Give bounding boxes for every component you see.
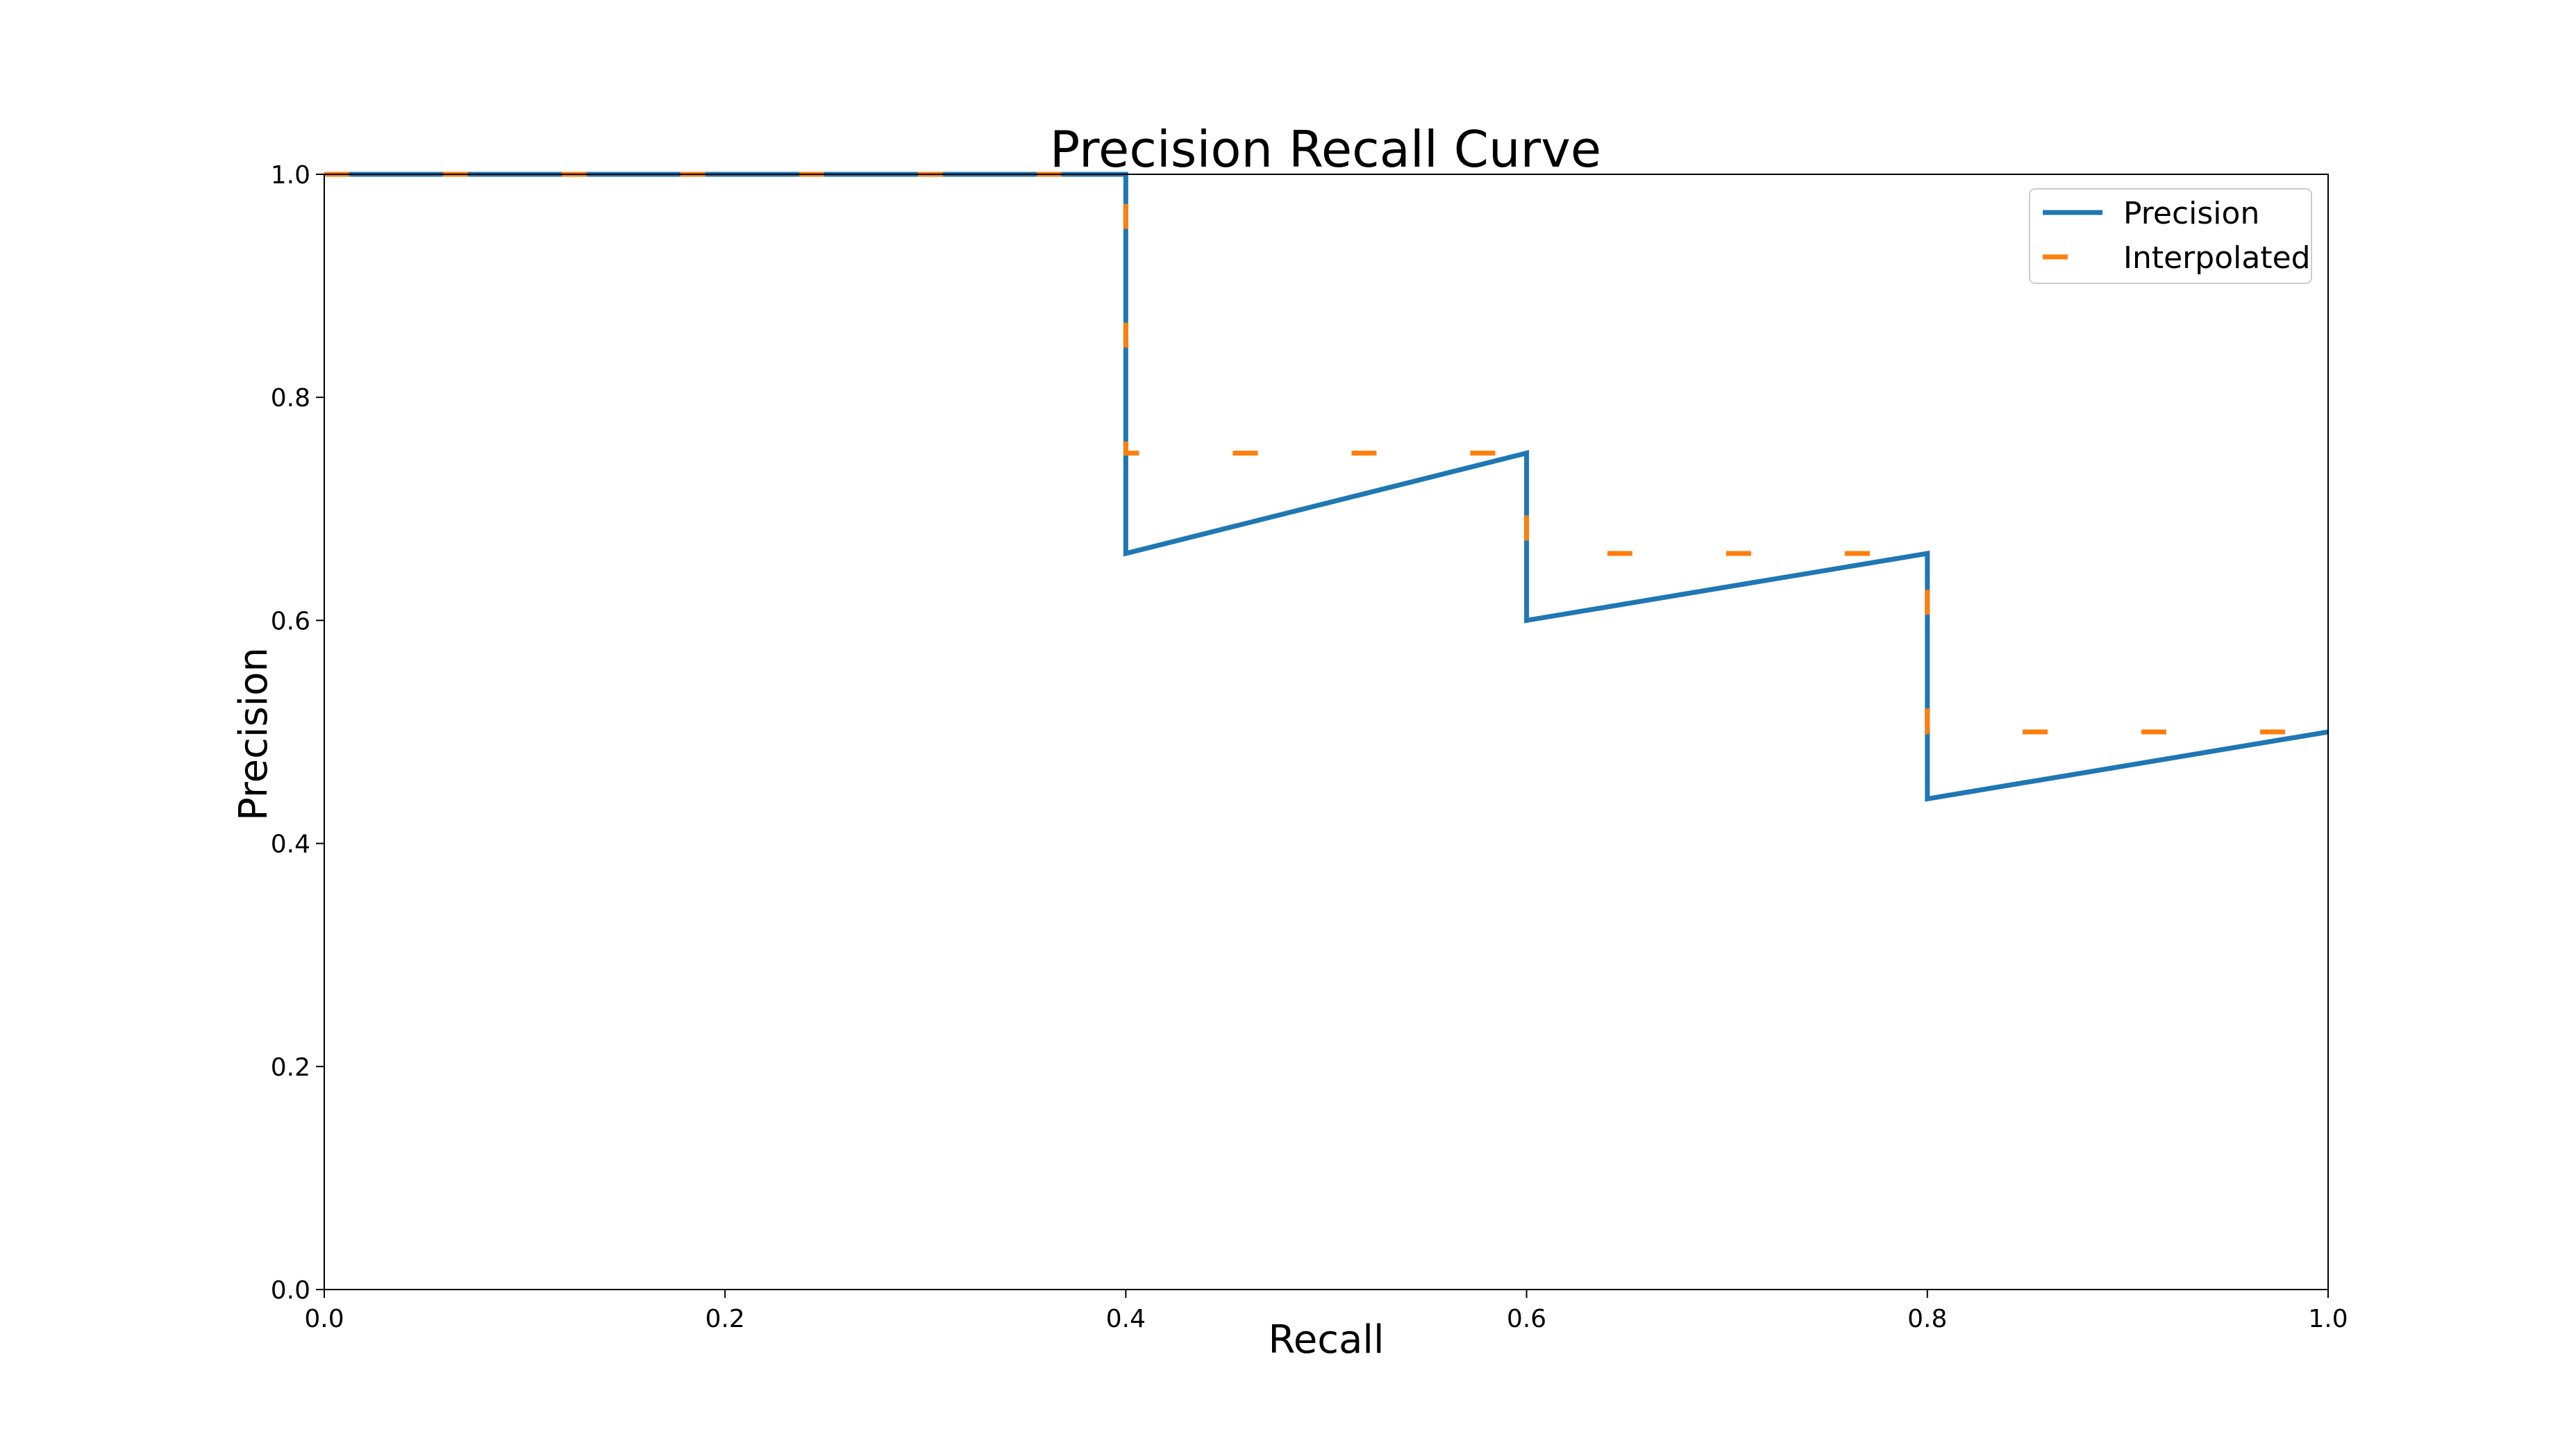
x-axis-ticks: 0.0 0.2 0.4 0.6 0.8 1.0 xyxy=(304,1290,2348,1333)
x-tick-label: 0.2 xyxy=(705,1305,745,1333)
y-axis-ticks: 0.0 0.2 0.4 0.6 0.8 1.0 xyxy=(271,161,324,1305)
x-tick-label: 0.4 xyxy=(1106,1305,1146,1333)
legend-label-interpolated: Interpolated xyxy=(2123,240,2311,276)
series-line-interpolated xyxy=(324,172,2328,735)
legend-label-precision: Precision xyxy=(2123,196,2259,231)
x-tick-label: 0.8 xyxy=(1907,1305,1947,1333)
y-tick-label: 1.0 xyxy=(271,161,310,190)
legend: Precision Interpolated xyxy=(2029,188,2312,284)
plot-frame xyxy=(324,174,2329,1290)
y-tick-label: 0.4 xyxy=(271,831,310,859)
x-tick-label: 0.0 xyxy=(304,1305,344,1333)
x-axis-label: Recall xyxy=(1268,1317,1384,1362)
y-tick-label: 0.2 xyxy=(271,1053,310,1082)
y-tick-label: 0.6 xyxy=(271,607,310,635)
y-axis-label: Precision xyxy=(231,647,276,821)
x-tick-label: 1.0 xyxy=(2308,1305,2348,1333)
y-tick-label: 0.8 xyxy=(271,384,310,412)
chart-title: Precision Recall Curve xyxy=(1050,120,1601,178)
series-layer xyxy=(324,172,2329,802)
y-tick-label: 0.0 xyxy=(271,1276,310,1305)
x-tick-label: 0.6 xyxy=(1507,1305,1546,1333)
